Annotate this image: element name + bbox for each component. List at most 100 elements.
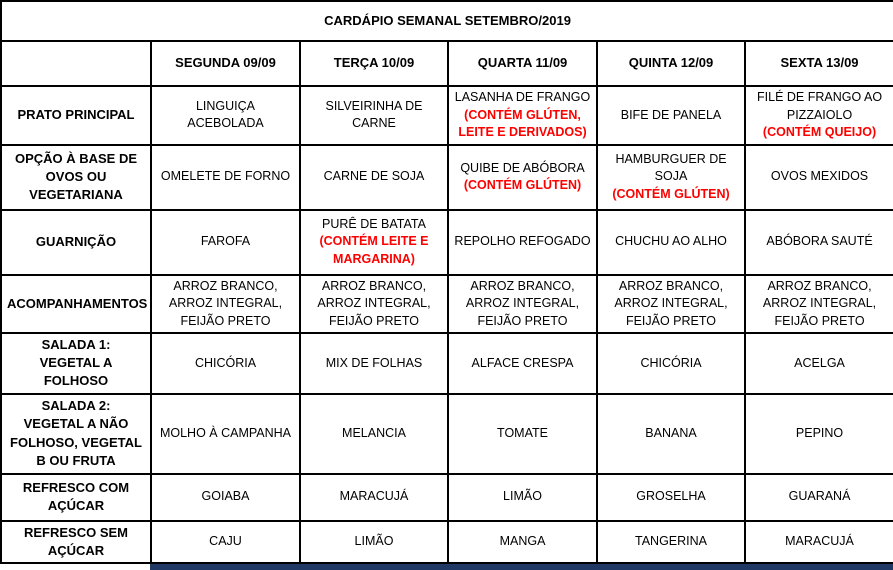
menu-cell: ALFACE CRESPA bbox=[447, 332, 598, 395]
menu-cell: BANANA bbox=[596, 392, 746, 475]
menu-cell: MELANCIA bbox=[299, 392, 449, 475]
dish-name: ARROZ BRANCO, ARROZ INTEGRAL, FEIJÃO PRE… bbox=[465, 278, 580, 328]
menu-cell: CHUCHU AO ALHO bbox=[596, 208, 746, 276]
allergen-note: (CONTÉM GLÚTEN) bbox=[463, 178, 582, 192]
dish-name: LIMÃO bbox=[503, 489, 542, 504]
dish-name: PEPINO bbox=[795, 425, 844, 440]
dish-name: TANGERINA bbox=[635, 534, 707, 548]
dish-name: ACELGA bbox=[794, 355, 845, 370]
menu-cell: MARACUJÁ bbox=[743, 519, 893, 564]
dish-name: ALFACE CRESPA bbox=[471, 355, 574, 370]
dish-name: ABÓBORA SAUTÉ bbox=[766, 234, 873, 249]
menu-cell: LINGUIÇA ACEBOLADA bbox=[150, 85, 301, 146]
menu-cell: CHICÓRIA bbox=[596, 332, 746, 395]
menu-cell: GUARANÁ bbox=[743, 472, 893, 522]
table-row-guarnicao: GUARNIÇÃO FAROFA PURÊ DE BATATA (CONTÉM L… bbox=[0, 208, 893, 276]
header-row: SEGUNDA 09/09 TERÇA 10/09 QUARTA 11/09 Q… bbox=[0, 40, 893, 87]
menu-cell: BIFE DE PANELA bbox=[596, 85, 746, 146]
row-label: OPÇÃO À BASE DE OVOS OU VEGETARIANA bbox=[0, 143, 152, 211]
dish-name: MIX DE FOLHAS bbox=[325, 355, 423, 370]
dish-name: CARNE DE SOJA bbox=[323, 169, 425, 184]
menu-cell: ABÓBORA SAUTÉ bbox=[743, 208, 893, 276]
row-label: SALADA 2: VEGETAL A NÃO FOLHOSO, VEGETAL… bbox=[0, 392, 152, 475]
allergen-note: (CONTÉM LEITE E MARGARINA) bbox=[319, 234, 429, 266]
dish-name: TOMATE bbox=[497, 425, 548, 440]
menu-cell: ARROZ BRANCO, ARROZ INTEGRAL, FEIJÃO PRE… bbox=[299, 273, 449, 334]
page-title: CARDÁPIO SEMANAL SETEMBRO/2019 bbox=[0, 0, 893, 42]
dish-name: LINGUIÇA ACEBOLADA bbox=[187, 98, 264, 131]
dish-name: FILÉ DE FRANGO AO PIZZAIOLO bbox=[757, 90, 883, 122]
row-label: SALADA 1: VEGETAL A FOLHOSO bbox=[0, 332, 152, 395]
dish-name: ARROZ BRANCO, ARROZ INTEGRAL, FEIJÃO PRE… bbox=[317, 278, 431, 328]
dish-name: MARACUJÁ bbox=[785, 534, 854, 548]
allergen-note: (CONTÉM QUEIJO) bbox=[762, 125, 877, 139]
allergen-note: (CONTÉM GLÚTEN, LEITE E DERIVADOS) bbox=[458, 107, 587, 140]
dish-name: CHUCHU AO ALHO bbox=[615, 234, 727, 249]
title-row: CARDÁPIO SEMANAL SETEMBRO/2019 bbox=[0, 0, 893, 42]
menu-cell: ARROZ BRANCO, ARROZ INTEGRAL, FEIJÃO PRE… bbox=[150, 273, 301, 334]
table-row-salada-1: SALADA 1: VEGETAL A FOLHOSO CHICÓRIA MIX… bbox=[0, 332, 893, 395]
dish-name: HAMBURGUER DE SOJA bbox=[615, 151, 727, 184]
dish-name: GUARANÁ bbox=[788, 489, 851, 504]
menu-cell: REPOLHO REFOGADO bbox=[447, 208, 598, 276]
dish-name: CAJU bbox=[209, 534, 242, 548]
table-row-refresco-sem-acucar: REFRESCO SEM AÇÚCAR CAJU LIMÃO MANGA TAN… bbox=[0, 519, 893, 564]
dish-name: MOLHO À CAMPANHA bbox=[159, 425, 292, 440]
row-label: REFRESCO SEM AÇÚCAR bbox=[0, 519, 152, 564]
table-row-acompanhamentos: ACOMPANHAMENTOS ARROZ BRANCO, ARROZ INTE… bbox=[0, 273, 893, 334]
menu-cell: HAMBURGUER DE SOJA (CONTÉM GLÚTEN) bbox=[596, 143, 746, 211]
dish-name: OMELETE DE FORNO bbox=[160, 169, 291, 184]
dish-name: GROSELHA bbox=[636, 489, 706, 504]
table-row-salada-2: SALADA 2: VEGETAL A NÃO FOLHOSO, VEGETAL… bbox=[0, 392, 893, 475]
row-label: ACOMPANHAMENTOS bbox=[0, 273, 152, 334]
menu-cell: PURÊ DE BATATA (CONTÉM LEITE E MARGARINA) bbox=[299, 208, 449, 276]
column-header-sexta: SEXTA 13/09 bbox=[743, 40, 893, 87]
menu-cell: TOMATE bbox=[447, 392, 598, 475]
menu-cell: LASANHA DE FRANGO (CONTÉM GLÚTEN, LEITE E… bbox=[447, 85, 598, 146]
table-row-opcao-ovos-vegetariana: OPÇÃO À BASE DE OVOS OU VEGETARIANA OMEL… bbox=[0, 143, 893, 211]
dish-name: BIFE DE PANELA bbox=[620, 107, 722, 122]
menu-cell: FILÉ DE FRANGO AO PIZZAIOLO (CONTÉM QUEIJ… bbox=[743, 85, 893, 146]
menu-cell: QUIBE DE ABÓBORA (CONTÉM GLÚTEN) bbox=[447, 143, 598, 211]
table-row-prato-principal: PRATO PRINCIPAL LINGUIÇA ACEBOLADA SILVE… bbox=[0, 85, 893, 146]
menu-cell: OMELETE DE FORNO bbox=[150, 143, 301, 211]
dish-name: FAROFA bbox=[200, 234, 251, 249]
menu-cell: TANGERINA bbox=[596, 519, 746, 564]
dish-name: ARROZ BRANCO, ARROZ INTEGRAL, FEIJÃO PRE… bbox=[614, 278, 728, 328]
menu-cell: FAROFA bbox=[150, 208, 301, 276]
menu-cell: LIMÃO bbox=[299, 519, 449, 564]
menu-cell: LIMÃO bbox=[447, 472, 598, 522]
table-row-refresco-com-acucar: REFRESCO COM AÇÚCAR GOIABA MARACUJÁ LIMÃ… bbox=[0, 472, 893, 522]
menu-cell: GROSELHA bbox=[596, 472, 746, 522]
bottom-bar bbox=[150, 563, 893, 570]
menu-cell: GOIABA bbox=[150, 472, 301, 522]
dish-name: BANANA bbox=[645, 425, 697, 440]
row-label: PRATO PRINCIPAL bbox=[0, 85, 152, 146]
column-header-terca: TERÇA 10/09 bbox=[299, 40, 449, 87]
menu-cell: SILVEIRINHA DE CARNE bbox=[299, 85, 449, 146]
menu-cell: MARACUJÁ bbox=[299, 472, 449, 522]
column-header-quarta: QUARTA 11/09 bbox=[447, 40, 598, 87]
menu-cell: ARROZ BRANCO, ARROZ INTEGRAL, FEIJÃO PRE… bbox=[447, 273, 598, 334]
column-header-quinta: QUINTA 12/09 bbox=[596, 40, 746, 87]
menu-cell: CHICÓRIA bbox=[150, 332, 301, 395]
allergen-note: (CONTÉM GLÚTEN) bbox=[612, 186, 730, 201]
menu-cell: ACELGA bbox=[743, 332, 893, 395]
dish-name: MELANCIA bbox=[342, 425, 406, 440]
row-label: REFRESCO COM AÇÚCAR bbox=[0, 472, 152, 522]
dish-name: MARACUJÁ bbox=[339, 489, 409, 504]
menu-cell: OVOS MEXIDOS bbox=[743, 143, 893, 211]
dish-name: SILVEIRINHA DE CARNE bbox=[325, 98, 423, 131]
dish-name: GOIABA bbox=[201, 489, 250, 504]
menu-cell: MANGA bbox=[447, 519, 598, 564]
dish-name: MANGA bbox=[499, 534, 546, 548]
menu-cell: CARNE DE SOJA bbox=[299, 143, 449, 211]
dish-name: REPOLHO REFOGADO bbox=[454, 234, 591, 249]
menu-cell: CAJU bbox=[150, 519, 301, 564]
dish-name: ARROZ BRANCO, ARROZ INTEGRAL, FEIJÃO PRE… bbox=[762, 278, 877, 328]
menu-cell: PEPINO bbox=[743, 392, 893, 475]
dish-name: CHICÓRIA bbox=[194, 355, 257, 370]
menu-cell: ARROZ BRANCO, ARROZ INTEGRAL, FEIJÃO PRE… bbox=[596, 273, 746, 334]
menu-cell: ARROZ BRANCO, ARROZ INTEGRAL, FEIJÃO PRE… bbox=[743, 273, 893, 334]
